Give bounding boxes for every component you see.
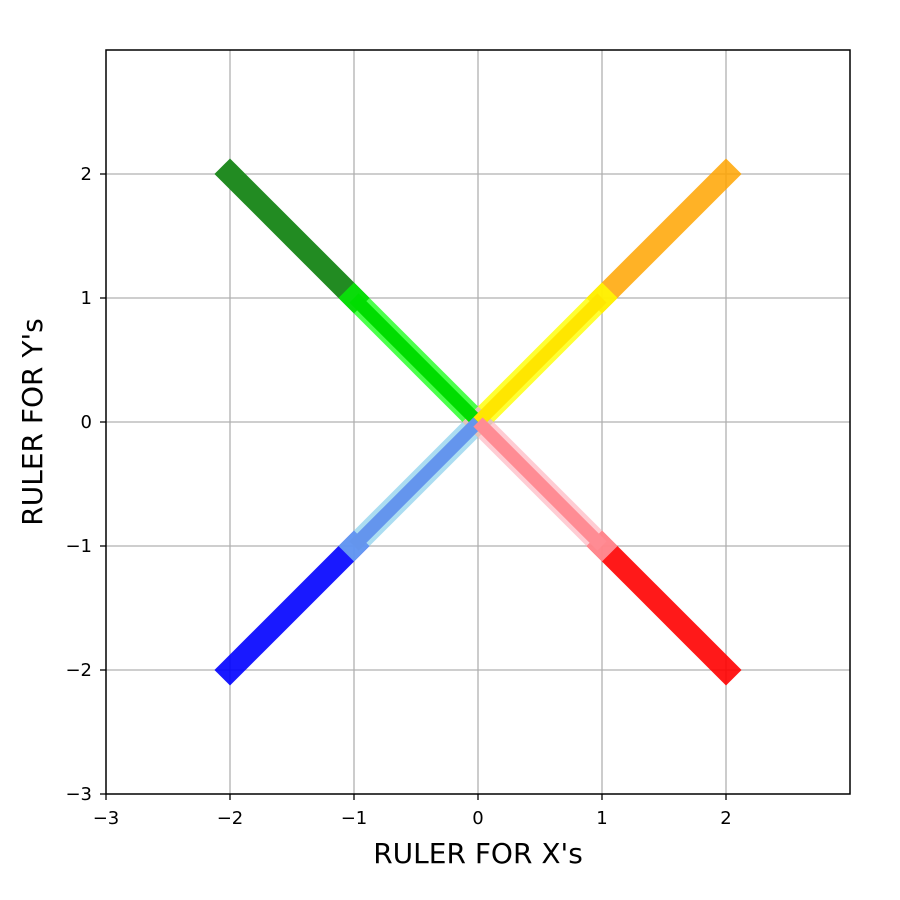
y-tick-label: 1 [81,288,92,309]
x-tick-label: 0 [472,808,483,829]
y-tick-label: −2 [65,660,92,681]
series-line [214,530,370,686]
y-tick-label: −3 [65,784,92,805]
y-tick-label: −1 [65,536,92,557]
x-tick-label: 1 [596,808,607,829]
x-tick-label: 2 [720,808,731,829]
series-overlap-line [349,293,483,427]
series-overlap-line [349,417,483,551]
x-tick-label: −1 [341,808,368,829]
x-tick-label: −3 [93,808,120,829]
y-tick-label: 0 [81,412,92,433]
series-overlap-line [473,417,607,551]
series-layer [214,158,742,686]
series-line [586,158,742,314]
y-tick-label: 2 [81,164,92,185]
series-line [586,530,742,686]
y-axis-label: RULER FOR Y's [16,318,49,525]
series-line [214,158,370,314]
x-axis-label: RULER FOR X's [373,837,583,870]
ticks: −3 −2 −1 0 1 2 −3 −2 −1 0 1 2 [65,164,731,829]
x-tick-label: −2 [217,808,244,829]
series-overlap-line [473,293,607,427]
